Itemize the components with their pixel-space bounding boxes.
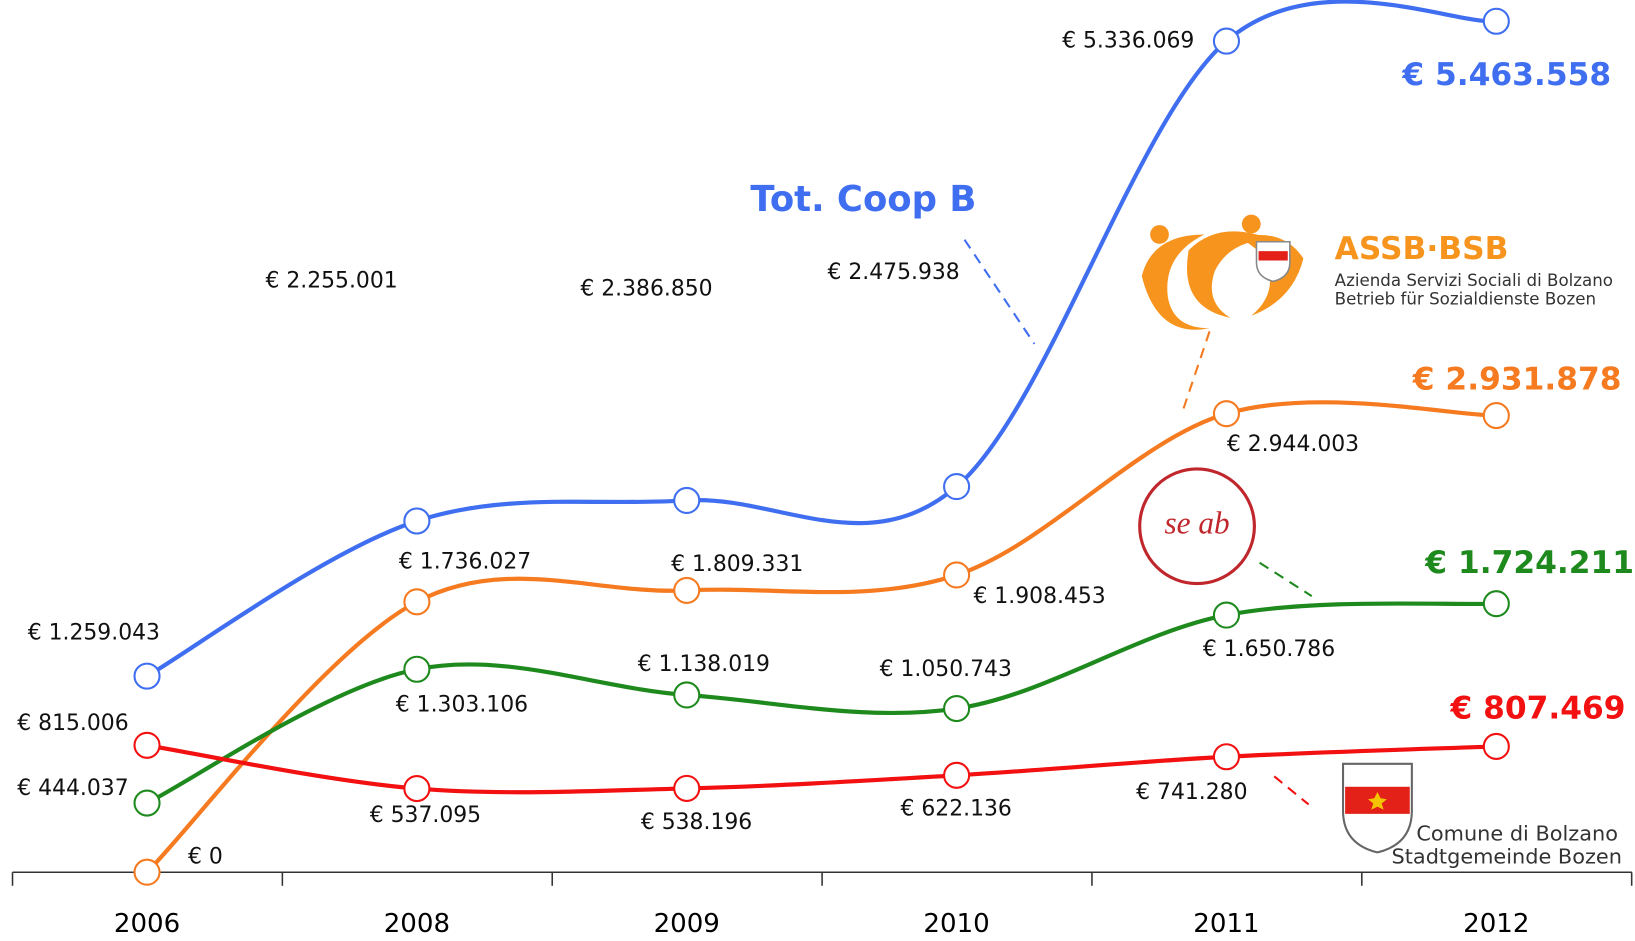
- series-line: [146, 743, 1497, 795]
- data-point: [133, 731, 161, 759]
- series-name: ASSB·BSB: [1335, 231, 1509, 267]
- value-label: € 0: [188, 845, 223, 870]
- value-label: € 1.138.019: [638, 652, 770, 677]
- data-point: [133, 858, 161, 886]
- value-label: € 2.475.938: [827, 260, 959, 285]
- data-point: [673, 576, 701, 604]
- value-label: € 2.386.850: [580, 277, 712, 302]
- series-name: Comune di Bolzano: [1416, 822, 1618, 846]
- data-point: [403, 775, 431, 803]
- data-point: [1482, 402, 1510, 430]
- data-point: [403, 588, 431, 616]
- end-value-label: € 1.724.211: [1424, 545, 1634, 581]
- data-point: [1482, 590, 1510, 618]
- logo-line: Stadtgemeinde Bozen: [1392, 845, 1622, 869]
- data-point: [943, 695, 971, 723]
- end-value-label: € 5.463.558: [1401, 57, 1611, 93]
- data-point: [1212, 601, 1241, 629]
- value-label: € 622.136: [900, 797, 1011, 822]
- data-point: [1482, 732, 1510, 761]
- value-label: € 815.006: [17, 711, 128, 736]
- value-label: € 1.650.786: [1203, 637, 1335, 662]
- end-value-label: € 2.931.878: [1412, 361, 1622, 397]
- data-point: [673, 681, 701, 709]
- leader: [1273, 775, 1310, 806]
- series-line: [145, 0, 1497, 678]
- series-name: Tot. Coop B: [750, 179, 976, 220]
- value-label: € 1.259.043: [28, 621, 160, 646]
- value-label: € 1.736.027: [399, 550, 531, 575]
- series-name: se ab: [1164, 505, 1229, 540]
- value-label: € 741.280: [1136, 780, 1247, 805]
- value-label: € 1.050.743: [880, 657, 1012, 682]
- leader: [1259, 561, 1313, 597]
- data-point: [673, 774, 701, 802]
- value-label: € 5.336.069: [1062, 29, 1194, 54]
- x-tick-label: 2008: [384, 909, 450, 939]
- data-point: [943, 473, 971, 501]
- x-tick-label: 2011: [1193, 909, 1259, 939]
- data-point: [943, 561, 971, 589]
- x-tick-label: 2006: [114, 909, 180, 939]
- series-line: [146, 601, 1497, 805]
- assb-logo: [1141, 214, 1304, 330]
- x-tick-label: 2010: [923, 909, 989, 939]
- x-tick-label: 2009: [654, 909, 720, 939]
- value-label: € 1.303.106: [396, 692, 528, 717]
- x-tick-label: 2012: [1463, 909, 1529, 939]
- seab-logo: [1138, 467, 1256, 586]
- data-point: [133, 662, 161, 690]
- data-point: [673, 486, 701, 515]
- series-line: [145, 400, 1497, 874]
- value-label: € 2.255.001: [265, 268, 397, 293]
- data-point: [1482, 7, 1510, 35]
- value-label: € 444.037: [17, 776, 128, 801]
- data-point: [1212, 27, 1241, 55]
- comune-logo: [1341, 762, 1413, 854]
- data-point: [943, 761, 971, 789]
- data-point: [1212, 743, 1241, 771]
- value-label: € 537.095: [370, 803, 481, 828]
- value-label: € 538.196: [641, 810, 752, 835]
- leader: [1180, 331, 1211, 416]
- value-label: € 1.908.453: [973, 584, 1105, 609]
- leader: [963, 239, 1036, 345]
- data-point: [1212, 400, 1241, 428]
- logo-line: Betrieb für Sozialdienste Bozen: [1335, 290, 1596, 309]
- data-point: [133, 789, 161, 817]
- logo-line: Azienda Servizi Sociali di Bolzano: [1335, 271, 1613, 290]
- value-label: € 1.809.331: [671, 552, 803, 577]
- data-point: [403, 655, 431, 683]
- value-label: € 2.944.003: [1227, 432, 1359, 457]
- end-value-label: € 807.469: [1449, 691, 1625, 727]
- data-point: [403, 507, 431, 535]
